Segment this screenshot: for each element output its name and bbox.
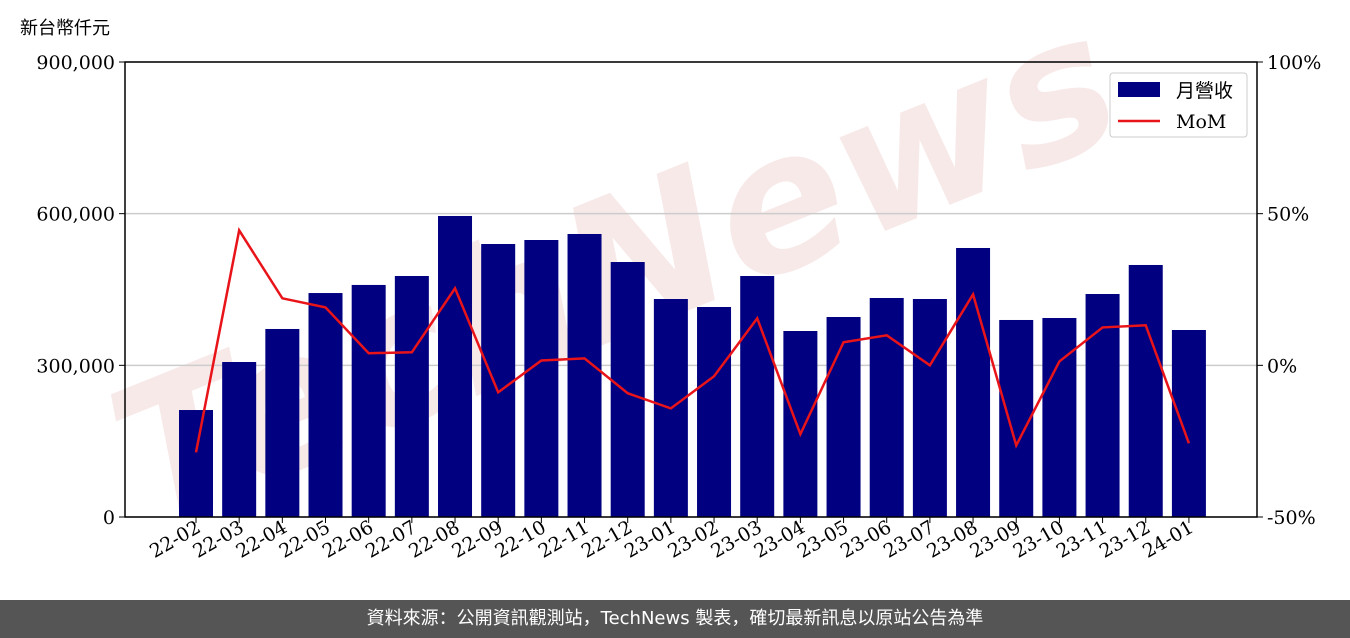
bar xyxy=(783,331,818,517)
bar xyxy=(1128,264,1163,517)
bar xyxy=(610,261,645,517)
y2-tick-label: 0% xyxy=(1267,355,1297,377)
y2-tick-label: 100% xyxy=(1267,52,1321,74)
legend-label: MoM xyxy=(1176,111,1226,133)
bar xyxy=(438,215,473,517)
bar xyxy=(1171,329,1206,517)
bar xyxy=(1042,318,1077,517)
bar xyxy=(351,284,386,517)
line xyxy=(194,227,1191,453)
bar xyxy=(697,306,732,517)
bar xyxy=(394,276,429,517)
bar xyxy=(740,276,775,517)
x-tick-label: 24-01 xyxy=(1139,516,1197,562)
footer: 資料來源：公開資訊觀測站，TechNews 製表，確切最新訊息以原站公告為準 xyxy=(0,600,1350,638)
bar xyxy=(999,319,1034,517)
y2-tick-label: 50% xyxy=(1267,204,1309,226)
bar xyxy=(308,293,343,517)
y-tick-label: 900,000 xyxy=(36,52,115,74)
bar xyxy=(1085,293,1120,517)
bar xyxy=(179,410,213,517)
y2-tick-label: -50% xyxy=(1267,507,1316,529)
bar xyxy=(524,240,559,517)
bar xyxy=(956,247,991,517)
bar xyxy=(912,299,947,517)
bar xyxy=(869,297,904,517)
y-axis-title: 新台幣仟元 xyxy=(20,18,110,39)
chart: 新台幣仟元 TechNews0300,000600,000900,000-50%… xyxy=(20,0,1321,570)
bar xyxy=(481,244,516,517)
bar xyxy=(826,317,861,517)
y-tick-label: 300,000 xyxy=(36,355,115,377)
bar xyxy=(265,328,300,517)
bar xyxy=(567,233,602,518)
y-tick-label: 600,000 xyxy=(36,204,115,226)
legend-label: 月營收 xyxy=(1176,80,1233,102)
legend-swatch xyxy=(1118,82,1160,97)
y-tick-label: 0 xyxy=(103,507,115,529)
bar xyxy=(222,361,257,517)
plot-frame xyxy=(124,61,1258,518)
